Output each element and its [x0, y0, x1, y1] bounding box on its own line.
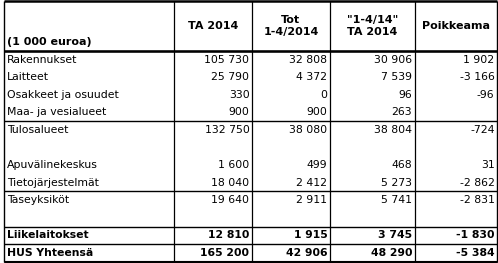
Text: 48 290: 48 290: [371, 248, 412, 258]
Text: TA 2014: TA 2014: [188, 21, 238, 31]
Text: 1 902: 1 902: [463, 55, 495, 65]
Text: 4 372: 4 372: [296, 72, 327, 82]
Text: 263: 263: [391, 107, 412, 117]
Text: HUS Yhteensä: HUS Yhteensä: [7, 248, 93, 258]
Text: Tulosalueet: Tulosalueet: [7, 125, 68, 135]
Text: 38 804: 38 804: [374, 125, 412, 135]
Text: 96: 96: [398, 90, 412, 100]
Text: -724: -724: [470, 125, 495, 135]
Text: -5 384: -5 384: [456, 248, 495, 258]
Text: "1-4/14"
TA 2014: "1-4/14" TA 2014: [347, 15, 398, 37]
Text: Maa- ja vesialueet: Maa- ja vesialueet: [7, 107, 106, 117]
Text: Laitteet: Laitteet: [7, 72, 49, 82]
Text: Osakkeet ja osuudet: Osakkeet ja osuudet: [7, 90, 119, 100]
Text: 165 200: 165 200: [201, 248, 249, 258]
Text: Apuvälinekeskus: Apuvälinekeskus: [7, 160, 98, 170]
Text: 900: 900: [306, 107, 327, 117]
Text: 18 040: 18 040: [211, 178, 249, 188]
Text: 31: 31: [481, 160, 495, 170]
Text: -2 862: -2 862: [460, 178, 495, 188]
Text: 32 808: 32 808: [289, 55, 327, 65]
Text: Rakennukset: Rakennukset: [7, 55, 77, 65]
Text: 3 745: 3 745: [378, 230, 412, 240]
Text: 38 080: 38 080: [289, 125, 327, 135]
Text: 5 741: 5 741: [381, 195, 412, 205]
Text: -1 830: -1 830: [456, 230, 495, 240]
Text: -96: -96: [477, 90, 495, 100]
Text: 1 600: 1 600: [218, 160, 249, 170]
Text: 5 273: 5 273: [381, 178, 412, 188]
Text: 42 906: 42 906: [286, 248, 327, 258]
Text: Tot
1-4/2014: Tot 1-4/2014: [263, 15, 319, 37]
Text: -3 166: -3 166: [460, 72, 495, 82]
Text: Taseyksiköt: Taseyksiköt: [7, 195, 69, 205]
Text: 330: 330: [229, 90, 249, 100]
Text: 132 750: 132 750: [205, 125, 249, 135]
Text: 12 810: 12 810: [208, 230, 249, 240]
Text: 105 730: 105 730: [205, 55, 249, 65]
Text: 30 906: 30 906: [374, 55, 412, 65]
Text: 19 640: 19 640: [212, 195, 249, 205]
Text: (1 000 euroa): (1 000 euroa): [7, 37, 92, 47]
Text: 499: 499: [307, 160, 327, 170]
Text: 7 539: 7 539: [381, 72, 412, 82]
Text: 25 790: 25 790: [212, 72, 249, 82]
Text: 2 911: 2 911: [296, 195, 327, 205]
Text: Poikkeama: Poikkeama: [422, 21, 490, 31]
Text: Liikelaitokset: Liikelaitokset: [7, 230, 89, 240]
Text: 2 412: 2 412: [296, 178, 327, 188]
Text: Tietojärjestelmät: Tietojärjestelmät: [7, 178, 99, 188]
Text: 0: 0: [320, 90, 327, 100]
Text: 468: 468: [391, 160, 412, 170]
Text: -2 831: -2 831: [460, 195, 495, 205]
Text: 900: 900: [229, 107, 249, 117]
Text: 1 915: 1 915: [294, 230, 327, 240]
